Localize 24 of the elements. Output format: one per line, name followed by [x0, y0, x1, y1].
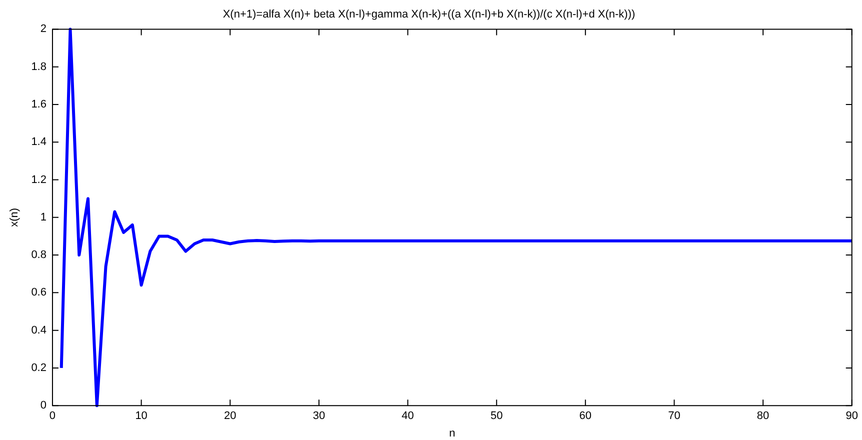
y-tick-label: 2	[40, 23, 46, 36]
x-tick-label: 20	[224, 410, 236, 422]
x-tick-label: 40	[402, 410, 414, 422]
x-tick-label: 80	[756, 410, 770, 422]
y-tick-label: 0.2	[31, 362, 46, 374]
x-tick-label: 30	[312, 410, 326, 422]
chart-title: X(n+1)=alfa X(n)+ beta X(n-l)+gamma X(n-k)+((a X(n-l)+b X(n-k))/(c X(n-l)+d X(n-k)))	[222, 8, 636, 21]
x-axis-title: n	[449, 427, 456, 440]
y-tick-label: 1.6	[31, 98, 46, 111]
y-tick-label: 0.4	[31, 324, 46, 336]
y-tick-label: 1.4	[31, 136, 46, 148]
x-tick-label: 10	[135, 410, 148, 422]
y-tick-label: 1.8	[31, 60, 46, 73]
y-tick-label: 0.8	[31, 249, 46, 262]
y-axis-title: x(n)	[8, 208, 21, 227]
x-tick-label: 50	[490, 410, 503, 422]
x-tick-label: 0	[49, 410, 56, 422]
x-tick-label: 60	[579, 410, 592, 422]
y-tick-label: 1	[40, 211, 46, 224]
x-tick-label: 90	[846, 410, 858, 422]
y-tick-label: 1.2	[31, 174, 46, 186]
y-tick-label: 0.6	[31, 286, 46, 299]
y-tick-label: 0	[40, 400, 46, 412]
x-tick-label: 70	[668, 410, 680, 422]
